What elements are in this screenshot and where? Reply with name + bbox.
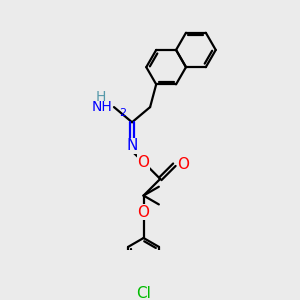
Text: O: O xyxy=(137,155,149,170)
Text: O: O xyxy=(137,205,149,220)
Text: O: O xyxy=(177,157,189,172)
Text: Cl: Cl xyxy=(136,286,151,300)
Text: 2: 2 xyxy=(119,108,126,118)
Text: N: N xyxy=(126,138,138,153)
Text: NH: NH xyxy=(91,100,112,114)
Text: H: H xyxy=(95,90,106,104)
